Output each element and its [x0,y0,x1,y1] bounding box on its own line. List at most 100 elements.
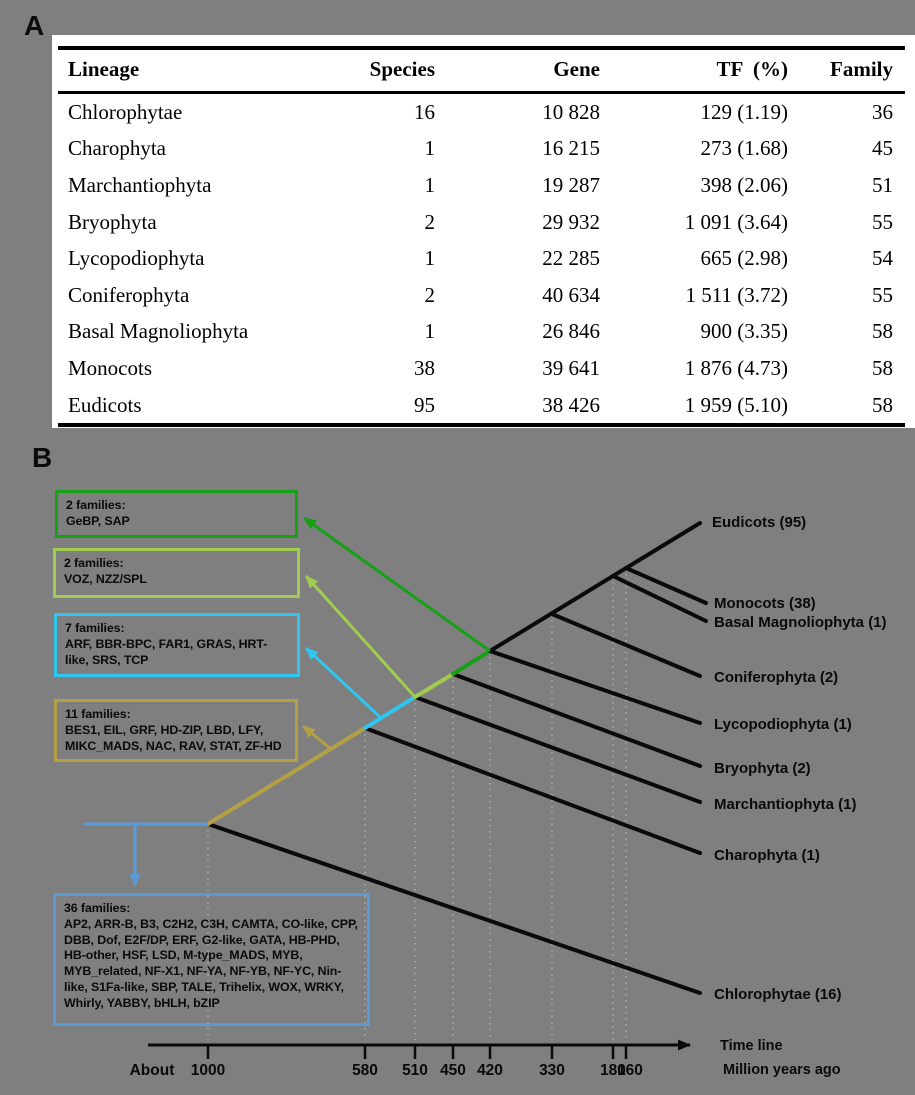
family-box-voz-nzz: 2 families: VOZ, NZZ/SPL [53,548,300,598]
table-cell: 58 [872,319,893,344]
column-header-1: Species [338,48,435,94]
timeline-label-580: 580 [352,1062,378,1079]
table-cell: 2 [424,209,436,234]
family-box-title: 7 families: [65,621,125,635]
branch-chlorophytae [206,822,702,995]
table-row: Chlorophytae 16 10 828 129 (1.19) 36 [58,93,905,131]
table-cell: 26 846 [542,319,600,344]
taxon-label-chlorophytae: Chlorophytae (16) [714,986,842,1003]
family-box-7-families: 7 families: ARF, BBR-BPC, FAR1, GRAS, HR… [54,613,300,677]
taxon-label-charophyta: Charophyta (1) [714,847,820,864]
branch-lycopodiophyta [488,649,702,725]
family-box-list: ARF, BBR-BPC, FAR1, GRAS, HRT-like, SRS,… [65,636,268,667]
table-cell: 19 287 [542,172,600,197]
family-box-11-families: 11 families: BES1, EIL, GRF, HD-ZIP, LBD… [54,699,298,762]
family-box-list: AP2, ARR-B, B3, C2H2, C3H, CAMTA, CO-lik… [64,916,358,1010]
table-cell: 29 932 [542,209,600,234]
arrow-11-families [302,724,333,752]
table-row: Basal Magnoliophyta 1 26 846 900 (3.35) 58 [58,314,905,351]
family-box-36-families: 36 families: AP2, ARR-B, B3, C2H2, C3H, … [53,893,370,1026]
table-cell: 398 (2.06) [700,172,789,197]
table-cell: 273 (1.68) [700,136,789,161]
backbone-segment-2-families-voz [413,672,455,699]
table-cell: 1 [424,172,436,197]
branch-coniferophyta [550,612,702,678]
timeline-label-510: 510 [402,1062,428,1079]
taxon-label-monocots: Monocots (38) [714,595,816,612]
table-cell: Charophyta [68,136,166,161]
branch-marchantiophyta [413,695,702,804]
timeline-label-180: 180 [600,1062,626,1079]
table-cell: Lycopodiophyta [68,246,205,271]
table-cell: 39 641 [542,355,600,380]
table-row: Eudicots 95 38 426 1 959 (5.10) 58 [58,387,905,426]
panel-b-label: B [32,442,53,473]
timeline-label-450: 450 [440,1062,466,1079]
family-box-list: BES1, EIL, GRF, HD-ZIP, LBD, LFY, MIKC_M… [65,722,282,753]
branch-bryophyta [451,672,702,768]
table-cell: 1 [424,319,436,344]
backbone-segment-top [488,521,702,653]
table-cell: 10 828 [542,99,600,124]
table-cell: 1 [424,246,436,271]
table-cell: 38 [414,355,435,380]
table-row: Marchantiophyta 1 19 287 398 (2.06) 51 [58,167,905,204]
table-row: Charophyta 1 16 215 273 (1.68) 45 [58,131,905,168]
family-box-gebp-sap: 2 families: GeBP, SAP [55,490,298,538]
table-cell: Marchantiophyta [68,172,212,197]
table-row: Coniferophyta 2 40 634 1 511 (3.72) 55 [58,277,905,314]
table-cell: Eudicots [68,392,142,417]
taxon-label-marchantiophyta: Marchantiophyta (1) [714,796,857,813]
column-header-2: Gene [435,48,600,94]
backbone-segment-7-families [363,695,417,730]
arrow-2-families-gebp [303,516,491,653]
table-cell: 900 (3.35) [700,319,789,344]
timeline-label-1000: 1000 [190,1062,226,1079]
branch-basal-magnoliophyta [611,574,708,623]
table-cell: 95 [414,392,435,417]
backbone-segment-2-families-gebp [451,649,492,676]
table-cell: 55 [872,209,893,234]
backbone-segment-11-families [206,726,367,826]
timeline-about-label: About [129,1062,175,1079]
column-header-0: Lineage [58,48,338,94]
family-box-title: 2 families: [64,556,124,570]
timeline-label-160: 160 [617,1062,643,1079]
taxon-label-basal-magnoliophyta: Basal Magnoliophyta (1) [714,614,887,631]
table-cell: 1 511 (3.72) [685,282,788,307]
table-cell: 129 (1.19) [700,99,789,124]
table-cell: Monocots [68,355,152,380]
table-cell: 16 [414,99,435,124]
column-header-4: Family [788,48,905,94]
table-row: Bryophyta 2 29 932 1 091 (3.64) 55 [58,204,905,241]
branch-monocots [624,566,708,605]
table-cell: 38 426 [542,392,600,417]
table-cell: 54 [872,246,893,271]
lineage-table: Lineage Species Gene TF (%) Family Chlorophy… [58,46,905,428]
panel-a-background [52,35,915,428]
table-cell: 40 634 [542,282,600,307]
lineage-table-body: Chlorophytae 16 10 828 129 (1.19) 36 Charophy… [58,93,905,426]
table-cell: Bryophyta [68,209,157,234]
family-box-title: 11 families: [65,707,131,721]
table-cell: 58 [872,392,893,417]
branch-charophyta [363,726,702,855]
family-box-title: 36 families: [64,901,131,915]
timeline-title: Time line [720,1038,783,1054]
timeline-subtitle: Million years ago [723,1062,841,1078]
taxon-label-coniferophyta: Coniferophyta (2) [714,669,839,686]
table-cell: 1 959 (5.10) [684,392,788,417]
table-cell: Chlorophytae [68,99,183,124]
table-cell: Basal Magnoliophyta [68,319,249,344]
family-box-title: 2 families: [66,498,126,512]
table-cell: 1 [424,136,436,161]
table-row: Lycopodiophyta 1 22 285 665 (2.98) 54 [58,240,905,277]
table-cell: 665 (2.98) [700,246,789,271]
taxon-label-lycopodiophyta: Lycopodiophyta (1) [714,716,852,733]
family-box-list: VOZ, NZZ/SPL [64,571,147,586]
timeline-label-420: 420 [477,1062,503,1079]
table-cell: 2 [424,282,436,307]
arrow-2-families-voz [304,574,417,699]
